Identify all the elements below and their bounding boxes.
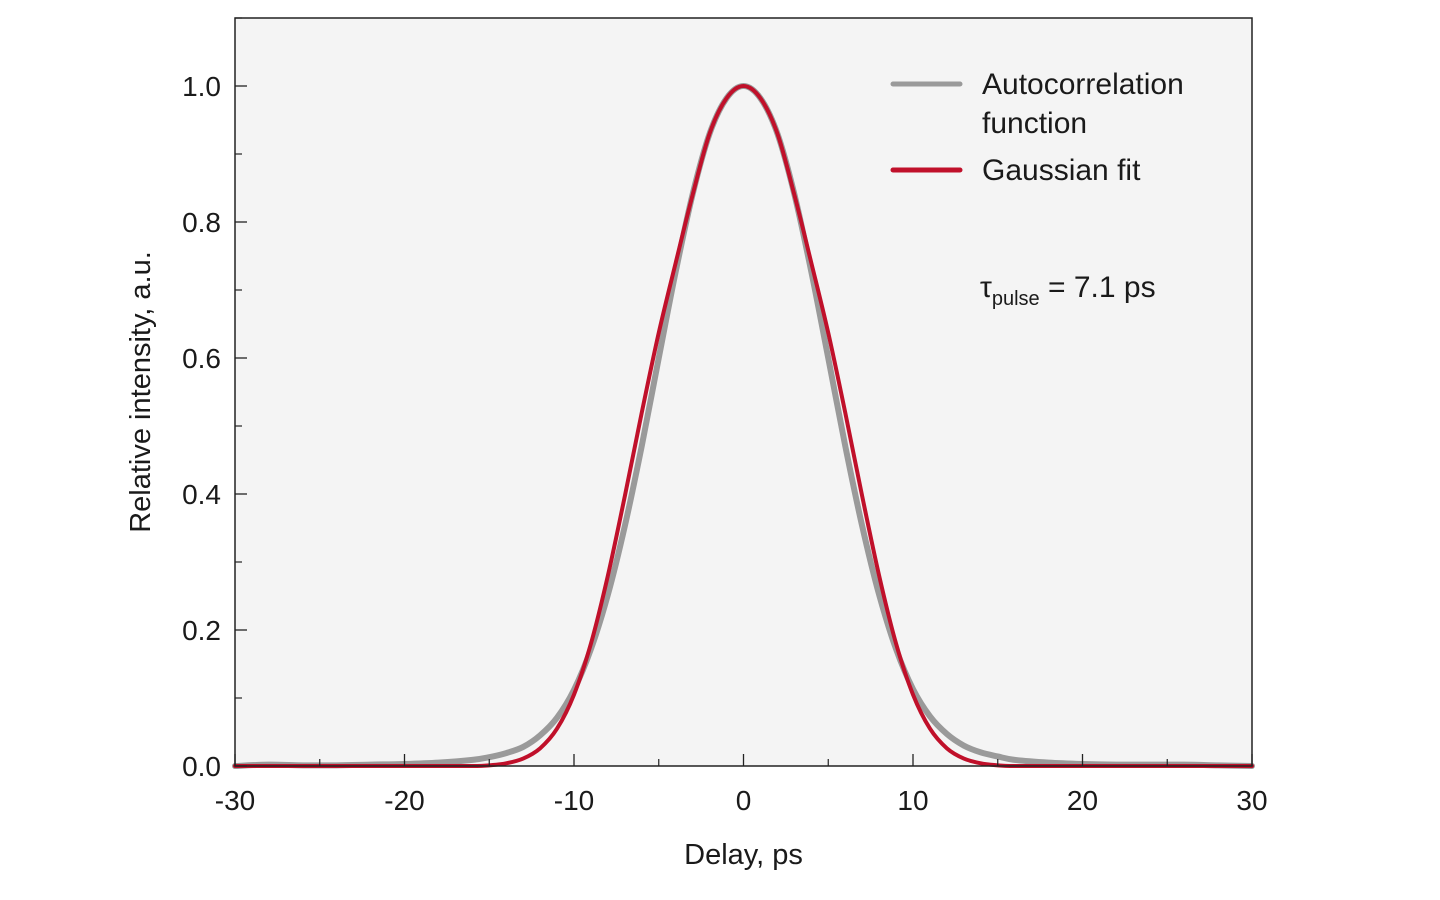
x-tick-label: -20 [384,785,424,816]
y-tick-label: 0.6 [182,343,221,374]
pulse-duration-annotation: τpulse = 7.1 ps [980,271,1156,310]
x-tick-label: 10 [897,785,928,816]
y-tick-label: 0.2 [182,615,221,646]
x-axis-label: Delay, ps [684,839,803,871]
x-tick-label: -30 [215,785,255,816]
tau-symbol: τ [980,271,992,304]
x-tick-label: 30 [1236,785,1267,816]
y-tick-label: 1.0 [182,71,221,102]
legend: Autocorrelation function Gaussian fit [890,68,1184,187]
plot-area [235,18,1252,766]
legend-label-line: Autocorrelation [982,68,1184,101]
tau-subscript: pulse [992,288,1040,310]
ticks-layer: -30 -20 -10 0 10 20 30 0.0 0.2 0.4 0.6 0.8 1.0 [182,17,1268,816]
x-tick-label: 0 [736,785,752,816]
y-axis-label: Relative intensity, a.u. [125,251,157,533]
pulse-value: = 7.1 ps [1040,271,1156,304]
legend-label-line: function [982,107,1087,140]
x-tick-label: -10 [554,785,594,816]
plot-frame [234,17,1253,767]
y-tick-label: 0.8 [182,207,221,238]
y-tick-label: 0.4 [182,479,221,510]
x-tick-label: 20 [1067,785,1098,816]
legend-label-autocorrelation: Autocorrelation function [982,68,1184,140]
legend-label-gaussian-fit: Gaussian fit [982,154,1141,187]
y-tick-label: 0.0 [182,751,221,782]
